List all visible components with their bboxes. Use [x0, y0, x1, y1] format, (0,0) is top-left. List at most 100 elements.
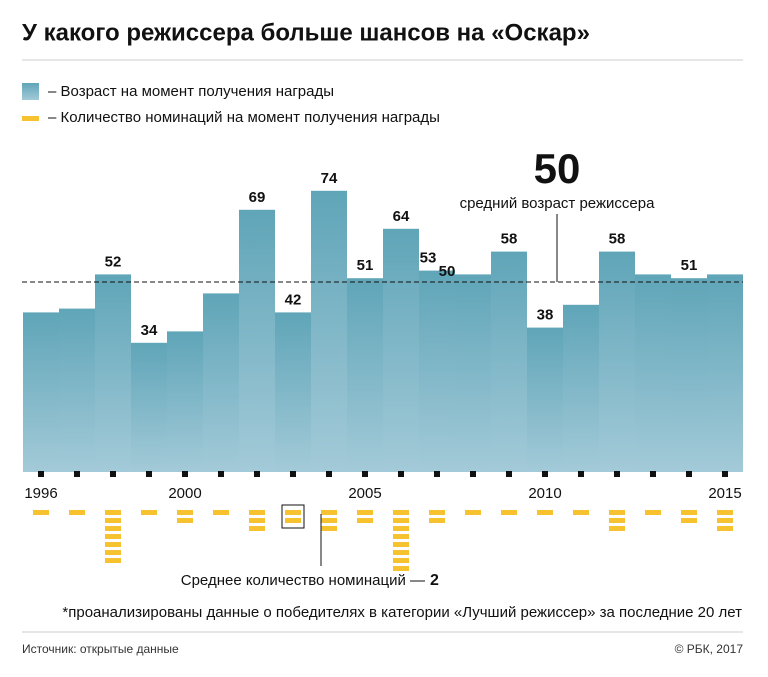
x-tick [542, 471, 548, 477]
nomination-dash [393, 510, 409, 515]
bar [239, 209, 275, 473]
nomination-dash [105, 510, 121, 515]
nomination-dash [393, 550, 409, 555]
nominations [213, 510, 229, 515]
footnote: *проанализированы данные о победителях в… [62, 604, 742, 621]
mean-box [281, 504, 305, 529]
bar [383, 228, 419, 472]
nomination-dash [285, 510, 301, 515]
nomination-dash [141, 510, 157, 515]
x-tick [74, 471, 80, 477]
bar [23, 312, 59, 472]
x-tick [686, 471, 692, 477]
x-tick [290, 471, 296, 477]
nomination-dash [249, 510, 265, 515]
chart-title: У какого режиссера больше шансов на «Оск… [22, 19, 590, 46]
data-label: 74 [321, 170, 338, 187]
x-tick [722, 471, 728, 477]
x-tick-label: 2015 [708, 485, 741, 502]
mean-nominations-value: 2 [430, 572, 439, 589]
nomination-dash [213, 510, 229, 515]
x-tick [218, 471, 224, 477]
x-tick [470, 471, 476, 477]
nomination-dash [105, 542, 121, 547]
nomination-dash [717, 526, 733, 531]
x-tick-label: 2010 [528, 485, 561, 502]
nomination-dash [573, 510, 589, 515]
x-tick [254, 471, 260, 477]
nominations [33, 510, 49, 515]
bar [527, 327, 563, 472]
x-tick [38, 471, 44, 477]
bar [59, 308, 95, 472]
data-label: 51 [681, 257, 698, 274]
nomination-dash [717, 518, 733, 523]
nomination-dash [609, 510, 625, 515]
nominations [681, 510, 697, 523]
nomination-dash [537, 510, 553, 515]
x-tick [398, 471, 404, 477]
nomination-dash [429, 510, 445, 515]
nominations [717, 510, 733, 531]
nominations [645, 510, 661, 515]
nominations [537, 510, 553, 515]
nomination-dash [609, 526, 625, 531]
x-tick [434, 471, 440, 477]
nomination-dash [321, 526, 337, 531]
nomination-dash [393, 534, 409, 539]
nomination-dash [105, 558, 121, 563]
nominations [501, 510, 517, 515]
nomination-dash [393, 526, 409, 531]
bar [167, 331, 203, 472]
x-tick-label: 1996 [24, 485, 57, 502]
mean-nominations-label: Среднее количество номинаций — [181, 572, 425, 589]
bar [95, 274, 131, 472]
data-label: 64 [393, 208, 410, 225]
x-tick-label: 2000 [168, 485, 201, 502]
nominations [249, 510, 265, 531]
x-tick [614, 471, 620, 477]
nomination-dash [33, 510, 49, 515]
nominations [465, 510, 481, 515]
nomination-dash [393, 518, 409, 523]
nomination-dash [105, 526, 121, 531]
nomination-dash [177, 510, 193, 515]
nomination-dash [681, 510, 697, 515]
nomination-dash [249, 518, 265, 523]
bar [563, 304, 599, 472]
copyright: © РБК, 2017 [675, 642, 744, 656]
mean-value: 50 [534, 145, 581, 192]
x-tick [146, 471, 152, 477]
x-tick [110, 471, 116, 477]
bar [275, 312, 311, 472]
data-label: 51 [357, 257, 374, 274]
nomination-dash [249, 526, 265, 531]
nominations [141, 510, 157, 515]
legend-swatch [22, 116, 39, 121]
nomination-dash [717, 510, 733, 515]
nominations [429, 510, 445, 523]
nominations [357, 510, 373, 523]
x-tick [182, 471, 188, 477]
x-tick [650, 471, 656, 477]
nominations [573, 510, 589, 515]
nominations [177, 510, 193, 523]
nomination-dash [105, 518, 121, 523]
nomination-dash [357, 518, 373, 523]
nomination-dash [681, 518, 697, 523]
nomination-dash [393, 558, 409, 563]
nomination-dash [69, 510, 85, 515]
nomination-dash [321, 518, 337, 523]
nomination-dash [429, 518, 445, 523]
x-tick [578, 471, 584, 477]
data-label: 34 [141, 322, 158, 339]
bar [419, 270, 455, 472]
data-label: 69 [249, 189, 266, 206]
nomination-dash [645, 510, 661, 515]
nominations [609, 510, 625, 531]
legend-swatch [22, 83, 39, 100]
bar [311, 190, 347, 473]
bar [707, 274, 743, 472]
data-label: 38 [537, 307, 554, 324]
